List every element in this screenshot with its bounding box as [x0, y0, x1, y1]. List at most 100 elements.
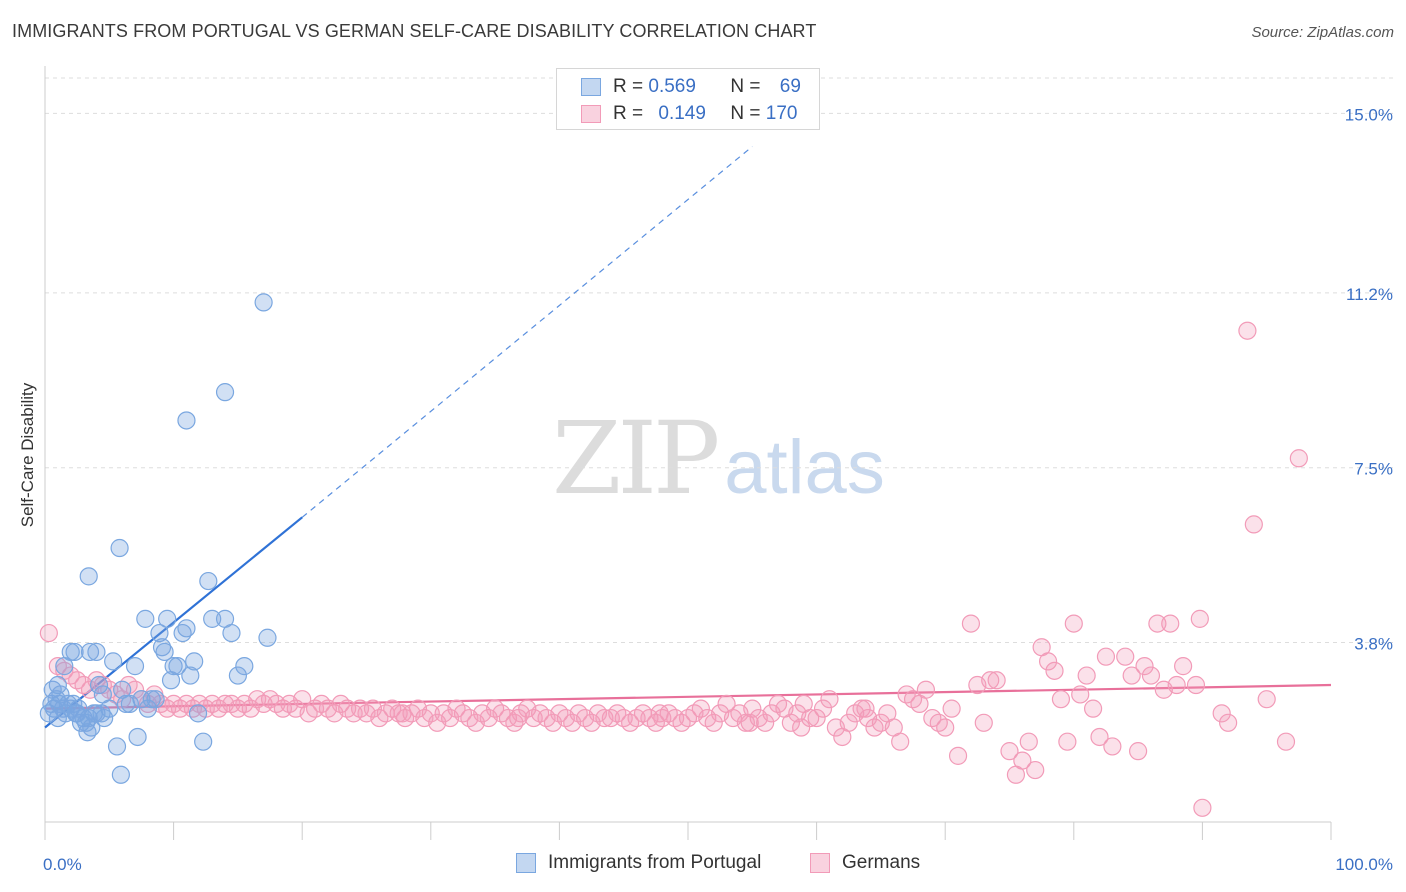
point-germans	[691, 699, 710, 718]
y-tick-label: 11.2%	[1346, 285, 1393, 304]
r-label: R =	[613, 103, 649, 124]
point-portugal	[203, 609, 222, 628]
y-axis-label: Self-Care Disability	[18, 382, 37, 528]
point-germans	[1190, 609, 1209, 628]
y-tick-label: 7.5%	[1354, 460, 1393, 479]
point-germans	[820, 690, 839, 709]
legend-item-portugal[interactable]: Immigrants from Portugal	[516, 852, 761, 874]
point-portugal	[132, 690, 151, 709]
n-value: 170	[765, 103, 798, 124]
stats-row-portugal: R = 0.569 N = 69	[581, 75, 801, 99]
n-label: N =	[730, 76, 766, 97]
axes	[44, 66, 1332, 840]
swatch-germans	[581, 105, 601, 123]
point-germans	[936, 718, 955, 737]
point-portugal	[199, 571, 218, 591]
legend-swatch-portugal	[516, 853, 536, 873]
point-germans	[1038, 652, 1058, 671]
legend-label-portugal: Immigrants from Portugal	[548, 852, 762, 873]
n-value: 69	[779, 76, 801, 97]
point-germans	[1058, 732, 1077, 751]
point-germans	[1212, 704, 1231, 723]
y-tick-label: 15.0%	[1345, 105, 1393, 124]
trendline-germans	[44, 683, 1332, 710]
trendlines	[44, 146, 1332, 729]
point-portugal	[152, 638, 172, 657]
point-germans	[942, 699, 961, 718]
point-germans	[1135, 657, 1154, 676]
point-portugal	[89, 675, 109, 695]
point-germans	[1019, 732, 1038, 751]
point-germans	[39, 623, 58, 643]
legend-label-germans: Germans	[842, 852, 921, 873]
r-value: 0.569	[648, 76, 696, 97]
legend-item-germans[interactable]: Germans	[810, 852, 920, 874]
point-portugal	[215, 383, 235, 402]
trendline-portugal-extension	[301, 146, 753, 518]
data-points	[39, 293, 1308, 817]
point-portugal	[164, 657, 183, 676]
point-germans	[852, 699, 871, 718]
point-germans	[974, 713, 993, 732]
point-germans	[781, 713, 800, 732]
point-germans	[756, 713, 775, 732]
point-portugal	[100, 699, 119, 718]
point-germans	[891, 732, 910, 751]
point-germans	[1116, 647, 1135, 666]
point-germans	[1219, 713, 1238, 732]
point-germans	[1103, 737, 1122, 756]
point-germans	[1071, 685, 1090, 704]
point-germans	[792, 718, 811, 737]
r-value: 0.149	[658, 103, 706, 124]
point-portugal	[78, 723, 97, 742]
point-germans	[1238, 321, 1257, 340]
point-portugal	[61, 642, 80, 662]
point-germans	[1077, 666, 1096, 685]
point-portugal	[125, 657, 145, 676]
stats-legend: R = 0.569 N = 69 R = 0.149 N = 170	[556, 68, 820, 130]
point-portugal	[68, 704, 87, 723]
point-germans	[1090, 727, 1109, 747]
n-label: N =	[730, 103, 766, 124]
point-germans	[743, 699, 762, 718]
point-portugal	[194, 732, 213, 751]
point-germans	[1083, 699, 1103, 718]
point-portugal	[150, 623, 169, 643]
grid-lines	[45, 77, 1394, 643]
point-germans	[1161, 614, 1180, 633]
series-legend: Immigrants from Portugal Germans	[0, 852, 1406, 878]
point-germans	[1257, 690, 1276, 709]
point-portugal	[48, 708, 67, 728]
point-germans	[509, 708, 528, 728]
point-germans	[1128, 742, 1148, 761]
point-germans	[856, 699, 875, 718]
point-germans	[916, 680, 936, 699]
y-tick-label: 3.8%	[1354, 634, 1393, 653]
point-germans	[1141, 666, 1161, 685]
point-germans	[1096, 647, 1116, 666]
point-portugal	[185, 652, 204, 671]
point-germans	[1276, 732, 1296, 751]
point-portugal	[235, 657, 254, 676]
point-germans	[1167, 675, 1186, 695]
point-portugal	[113, 680, 132, 699]
point-portugal	[142, 690, 161, 709]
point-germans	[704, 713, 723, 732]
point-germans	[1289, 449, 1308, 468]
point-germans	[740, 713, 759, 732]
point-portugal	[128, 727, 147, 747]
x-tick-label: 100.0%	[1335, 855, 1393, 874]
point-portugal	[228, 666, 247, 685]
tick-labels: 3.8% 7.5% 11.2% 15.0% 0.0% 100.0%	[43, 105, 1393, 874]
point-portugal	[87, 642, 106, 662]
point-portugal	[258, 628, 277, 647]
point-germans	[1026, 760, 1045, 780]
point-germans	[813, 699, 833, 718]
point-germans	[1064, 614, 1083, 633]
point-germans	[1174, 657, 1193, 676]
point-germans	[961, 614, 981, 633]
point-germans	[807, 708, 826, 728]
point-germans	[1244, 515, 1263, 534]
point-portugal	[80, 642, 100, 662]
